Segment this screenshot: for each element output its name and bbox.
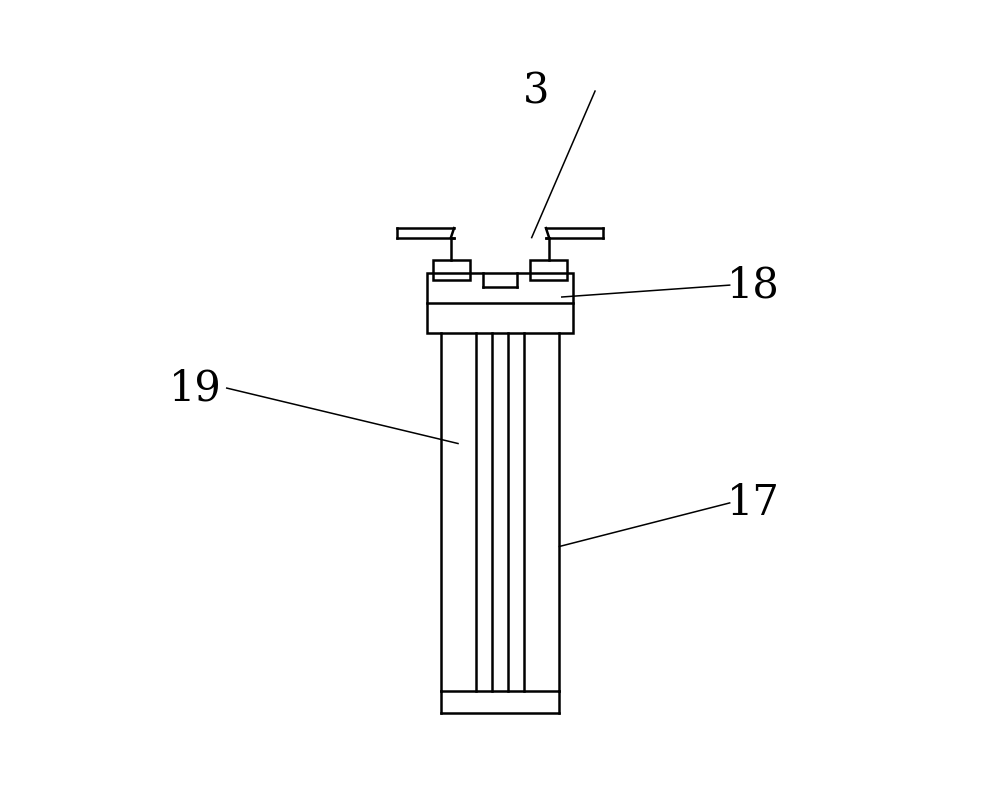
Text: 19: 19 [169,367,221,409]
Text: 18: 18 [727,264,780,307]
Bar [433,260,470,280]
Text: 3: 3 [522,70,549,112]
Bar [427,273,573,333]
Bar [530,260,567,280]
Text: 17: 17 [727,482,780,524]
